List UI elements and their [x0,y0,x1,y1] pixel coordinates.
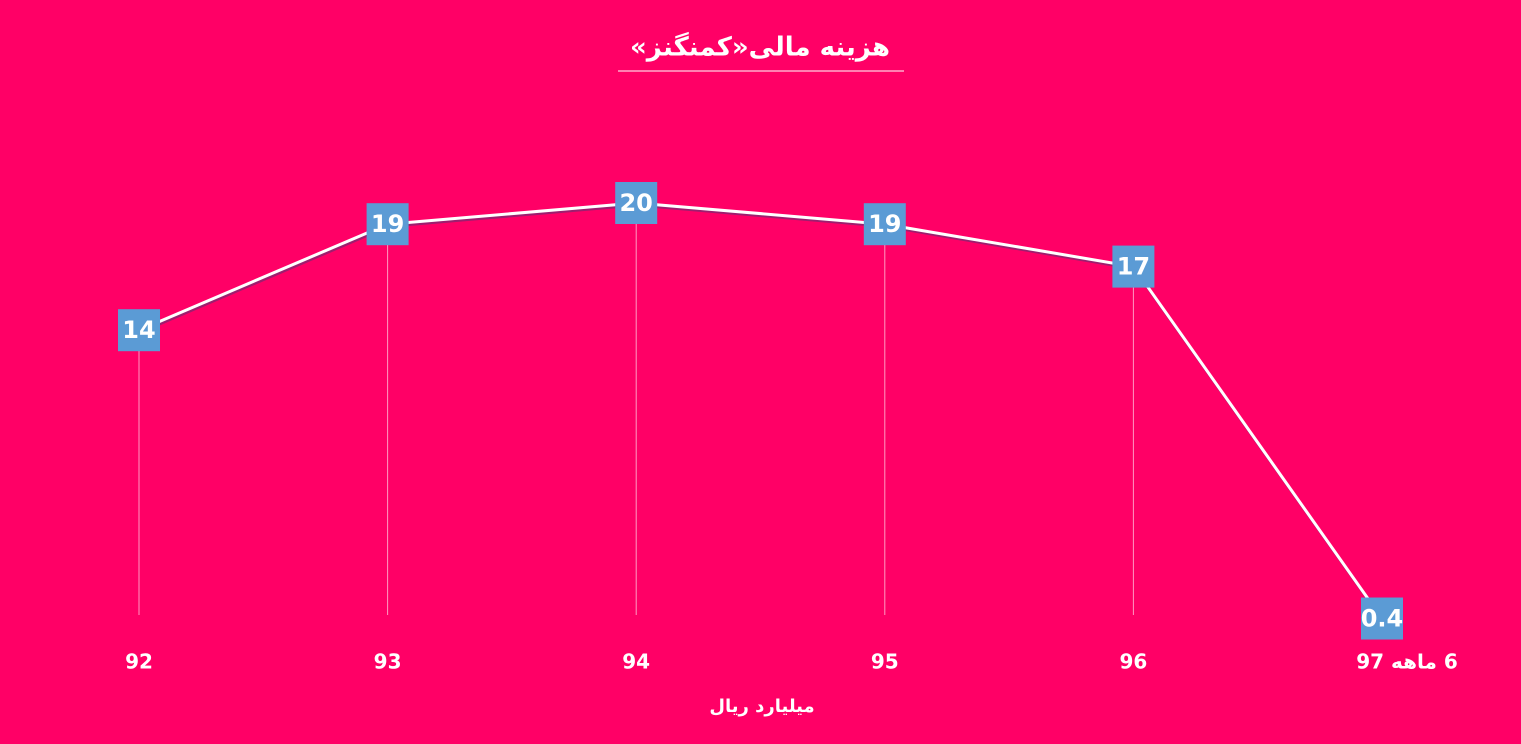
data-label-box [366,203,409,246]
data-label-box [863,203,906,246]
data-label: 0.4 [1361,605,1404,633]
data-label-box [615,182,658,224]
chart-title: هزینه مالی«کمنگنز» [630,32,890,63]
x-tick-label: 96 [1119,650,1147,674]
x-axis-label: میلیارد ریال [709,696,814,717]
x-tick-label: 94 [622,650,650,674]
data-label: 19 [868,210,901,238]
data-label: 20 [619,189,652,217]
x-tick-label: 95 [871,650,899,674]
data-label: 17 [1117,253,1150,281]
x-tick-label: 93 [374,650,402,674]
x-tick-label: 92 [125,650,153,674]
data-label-box [118,309,160,352]
data-label-box [1112,245,1155,288]
data-label-box [1361,597,1403,640]
x-tick-label: 6 ماهه 97 [1356,650,1458,674]
data-label: 19 [371,210,404,238]
line [138,201,1384,620]
data-label: 14 [122,316,155,344]
